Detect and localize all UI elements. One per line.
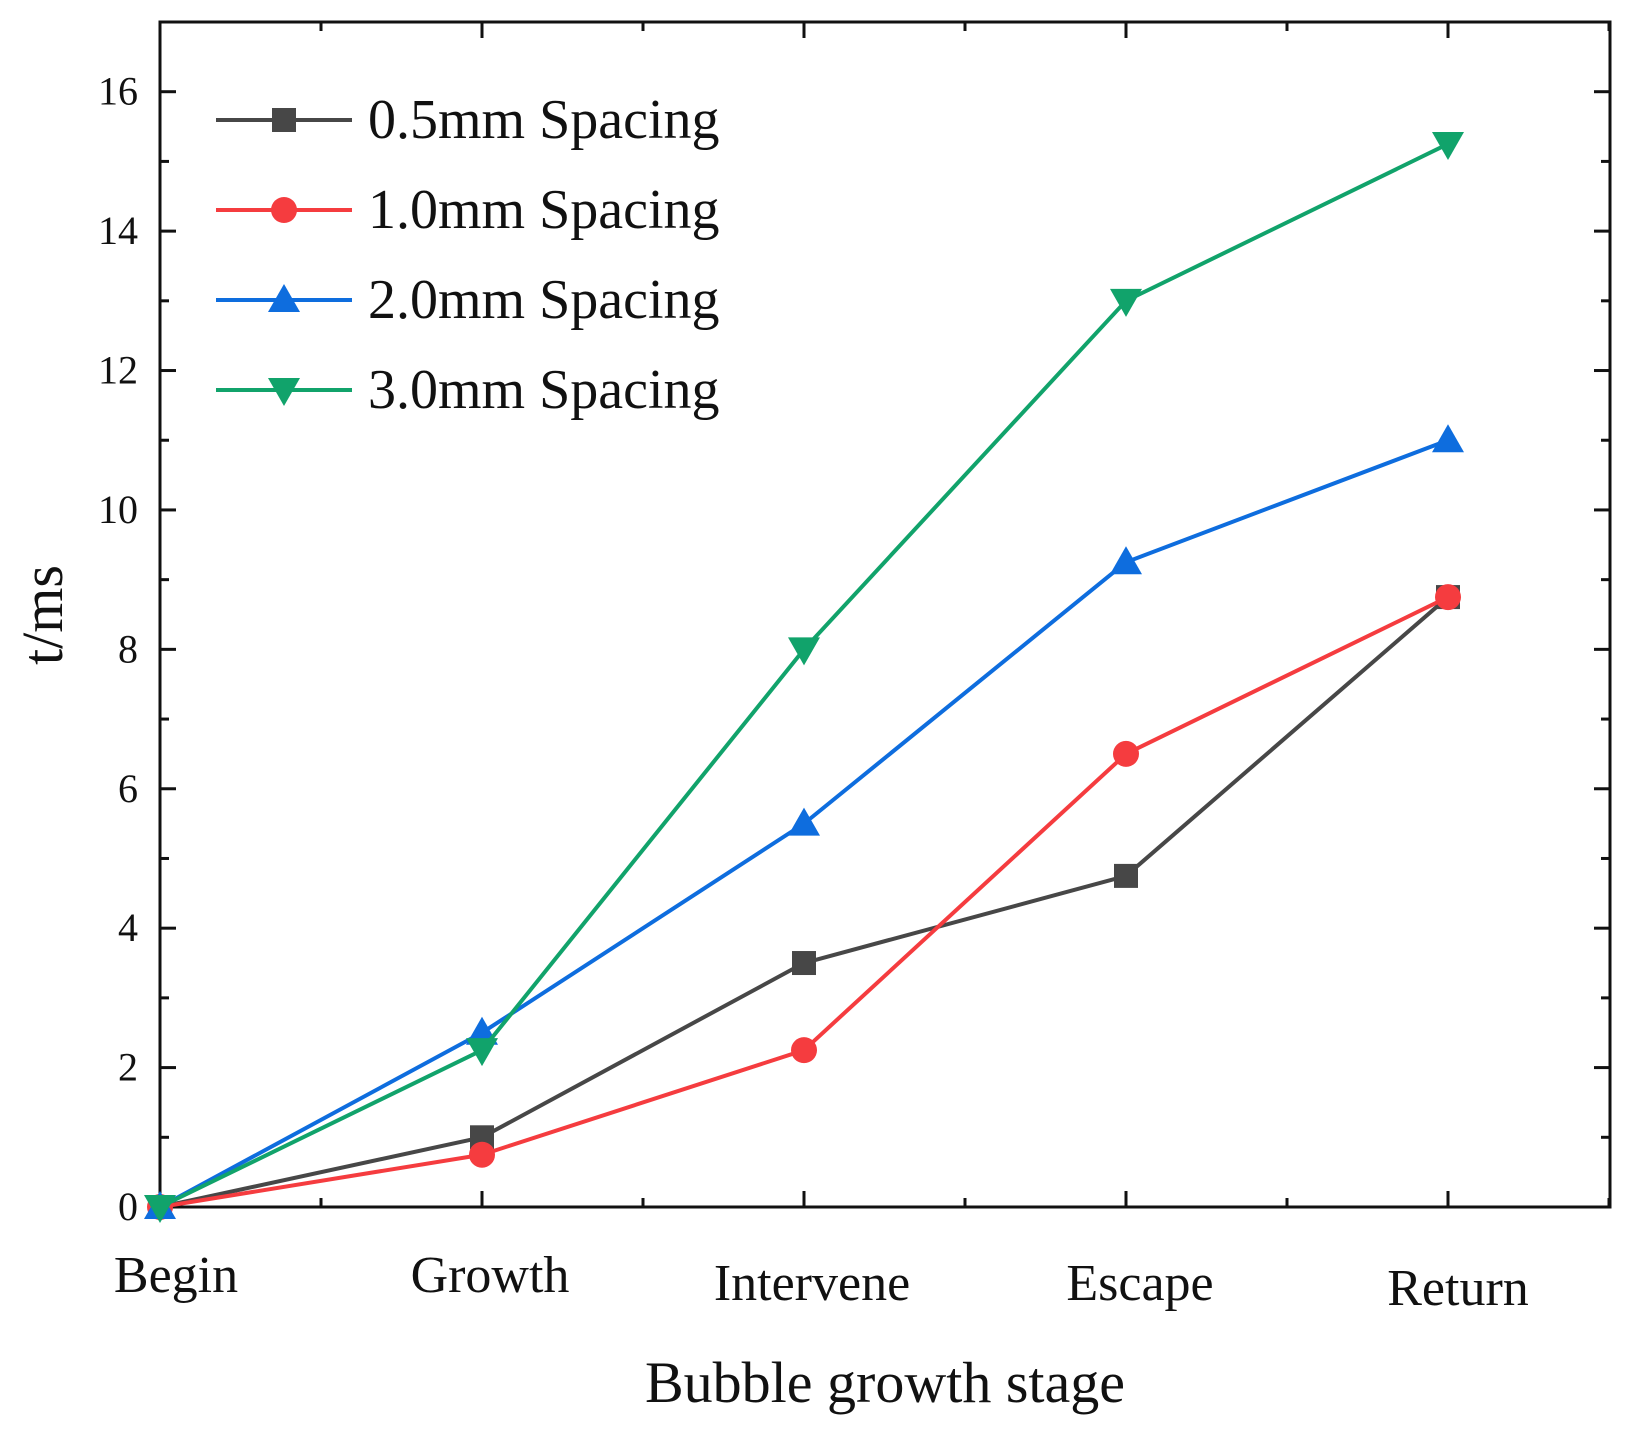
data-point <box>1110 288 1142 317</box>
legend-item: 3.0mm Spacing <box>216 359 720 421</box>
y-tick-label: 14 <box>98 208 138 253</box>
series-layer <box>144 131 1464 1223</box>
data-point <box>1110 546 1142 575</box>
legend-label: 1.0mm Spacing <box>368 179 720 241</box>
x-tick-label: Escape <box>1066 1255 1213 1312</box>
series-line <box>159 595 1450 1209</box>
y-tick-label: 6 <box>118 766 138 811</box>
legend-label: 2.0mm Spacing <box>368 269 720 331</box>
data-point <box>1114 863 1138 888</box>
legend-marker <box>272 108 296 132</box>
series-line <box>159 595 1449 1209</box>
data-point <box>1113 740 1139 767</box>
legend-label: 3.0mm Spacing <box>368 359 720 421</box>
legend-item: 1.0mm Spacing <box>216 179 720 241</box>
legend: 0.5mm Spacing 1.0mm Spacing 2.0mm Spacing 3… <box>216 89 720 421</box>
data-point <box>144 1195 176 1223</box>
data-point <box>469 1141 495 1168</box>
legend-item: 0.5mm Spacing <box>216 89 720 151</box>
series-0 <box>148 585 1460 1219</box>
x-tick-label: Return <box>1387 1260 1529 1317</box>
x-tick-labels: Begin Growth Intervene Escape Return <box>114 1247 1529 1317</box>
y-tick-label: 12 <box>98 348 138 393</box>
series-1 <box>147 584 1461 1220</box>
x-tick-label: Begin <box>114 1247 238 1304</box>
data-point <box>466 1038 498 1067</box>
data-point <box>791 1037 817 1064</box>
legend-item: 2.0mm Spacing <box>216 269 720 331</box>
legend-label: 0.5mm Spacing <box>368 89 720 151</box>
legend-marker <box>268 284 300 312</box>
y-tick-label: 4 <box>118 905 138 950</box>
series-2 <box>144 424 1464 1219</box>
data-point <box>792 951 816 976</box>
data-point <box>1432 424 1464 453</box>
y-tick-label: 8 <box>118 626 138 671</box>
y-tick-label: 16 <box>98 69 138 114</box>
legend-marker <box>268 378 300 406</box>
y-tick-labels: 0 2 4 6 8 10 12 14 16 <box>98 69 138 1229</box>
x-tick-label: Growth <box>411 1247 570 1304</box>
axis-ticks <box>158 22 1611 1209</box>
data-point <box>1435 584 1461 611</box>
y-tick-label: 0 <box>118 1184 138 1229</box>
legend-marker <box>271 197 297 223</box>
series-3 <box>144 131 1464 1223</box>
x-tick-label: Intervene <box>714 1255 910 1312</box>
x-axis-title: Bubble growth stage <box>645 1350 1125 1415</box>
y-axis-title: t/ms <box>10 565 75 665</box>
y-tick-label: 2 <box>118 1045 138 1090</box>
data-point <box>1432 131 1464 160</box>
data-point <box>788 637 820 666</box>
y-tick-label: 10 <box>98 487 138 532</box>
data-point <box>788 807 820 836</box>
plot-frame <box>158 20 1612 1209</box>
